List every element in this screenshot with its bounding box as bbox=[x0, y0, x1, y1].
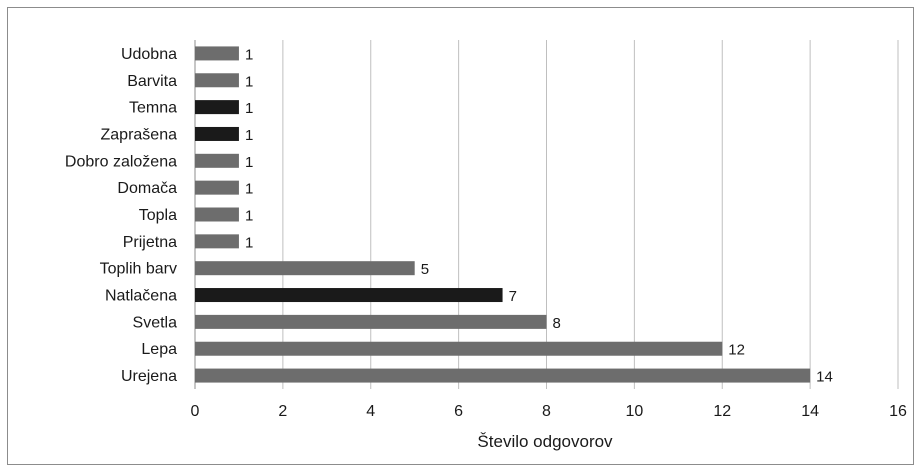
data-label: 1 bbox=[245, 181, 253, 198]
chart-frame bbox=[7, 7, 914, 465]
bar bbox=[195, 368, 811, 383]
bar bbox=[195, 100, 239, 115]
bar bbox=[195, 180, 239, 195]
data-label: 1 bbox=[245, 73, 253, 90]
x-tick-label: 16 bbox=[889, 403, 907, 420]
category-label: Toplih barv bbox=[100, 261, 177, 278]
bar bbox=[195, 234, 239, 249]
category-label: Svetla bbox=[133, 314, 178, 331]
bar bbox=[195, 46, 239, 61]
data-label: 1 bbox=[245, 100, 253, 117]
bar bbox=[195, 288, 503, 303]
x-tick-label: 12 bbox=[713, 403, 731, 420]
x-tick-label: 14 bbox=[801, 403, 819, 420]
data-label: 7 bbox=[509, 288, 517, 305]
category-label: Domača bbox=[117, 180, 177, 197]
category-label: Lepa bbox=[141, 341, 177, 358]
bar bbox=[195, 261, 415, 276]
category-label: Topla bbox=[139, 207, 177, 224]
data-label: 1 bbox=[245, 234, 253, 251]
x-tick-label: 8 bbox=[542, 403, 551, 420]
bars bbox=[195, 46, 811, 383]
data-label: 14 bbox=[816, 369, 833, 386]
x-tick-label: 10 bbox=[625, 403, 643, 420]
category-label: Urejena bbox=[121, 368, 177, 385]
data-label: 5 bbox=[421, 261, 429, 278]
grid-lines bbox=[194, 40, 899, 389]
data-label: 1 bbox=[245, 46, 253, 63]
x-tick-label: 0 bbox=[191, 403, 200, 420]
category-label: Udobna bbox=[121, 46, 177, 63]
x-tick-labels: 0 2 4 6 8 10 12 14 16 bbox=[191, 403, 907, 420]
bar bbox=[195, 341, 723, 356]
x-tick-label: 2 bbox=[278, 403, 287, 420]
data-label: 1 bbox=[245, 154, 253, 171]
category-labels: Udobna Barvita Temna Zaprašena Dobro založen… bbox=[65, 46, 177, 385]
category-label: Dobro založena bbox=[65, 153, 177, 170]
category-label: Barvita bbox=[127, 73, 177, 90]
x-tick-label: 4 bbox=[366, 403, 375, 420]
bar bbox=[195, 73, 239, 88]
bar bbox=[195, 207, 239, 222]
value-labels: 1 1 1 1 1 1 1 1 5 7 8 12 14 bbox=[245, 46, 833, 385]
data-label: 1 bbox=[245, 208, 253, 225]
data-label: 1 bbox=[245, 127, 253, 144]
bar bbox=[195, 314, 547, 329]
category-label: Zaprašena bbox=[101, 126, 178, 143]
data-label: 8 bbox=[553, 315, 561, 332]
bar bbox=[195, 126, 239, 141]
category-label: Natlačena bbox=[105, 288, 177, 305]
category-label: Temna bbox=[129, 100, 177, 117]
x-tick-label: 6 bbox=[454, 403, 463, 420]
x-axis-title: Število odgovorov bbox=[477, 432, 613, 451]
data-label: 12 bbox=[728, 342, 745, 359]
bar bbox=[195, 153, 239, 168]
category-label: Prijetna bbox=[123, 234, 177, 251]
